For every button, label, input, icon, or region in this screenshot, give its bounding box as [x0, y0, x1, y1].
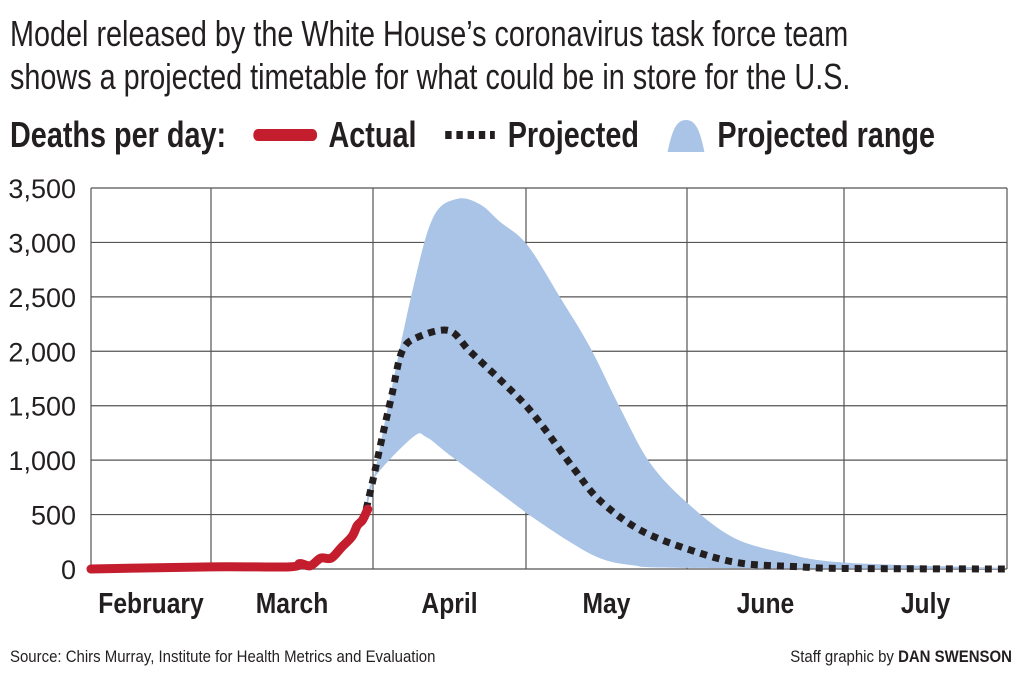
- credit-note: Staff graphic by DAN SWENSON: [790, 647, 1012, 667]
- legend: Deaths per day: Actual Projected Project…: [10, 115, 962, 155]
- x-tick-label: April: [421, 587, 477, 619]
- projected-range-band: [366, 198, 1005, 569]
- legend-actual-label: Actual: [328, 114, 417, 155]
- range-swatch-icon: [667, 120, 705, 152]
- y-tick-label: 2,500: [8, 283, 76, 313]
- y-tick-label: 3,500: [8, 174, 76, 204]
- y-tick-label: 0: [61, 555, 76, 585]
- y-tick-label: 500: [31, 501, 76, 531]
- legend-label: Deaths per day:: [10, 114, 227, 155]
- projected-line: [362, 326, 1005, 573]
- actual-line: [86, 504, 373, 574]
- actual-swatch-icon: [253, 129, 318, 141]
- x-tick-label: July: [901, 587, 950, 619]
- x-tick-label: February: [98, 587, 203, 619]
- credit-prefix: Staff graphic by: [790, 647, 899, 666]
- title-line-1: Model released by the White House’s coro…: [10, 13, 849, 54]
- x-tick-label: June: [737, 587, 795, 619]
- legend-actual: Actual: [253, 114, 417, 155]
- y-tick-label: 2,000: [8, 337, 76, 367]
- source-note: Source: Chirs Murray, Institute for Heal…: [10, 647, 436, 666]
- x-tick-label: May: [583, 587, 631, 619]
- legend-projected-label: Projected: [507, 114, 639, 155]
- chart-title: Model released by the White House’s coro…: [10, 12, 850, 98]
- legend-projected: Projected: [444, 115, 639, 155]
- credit-name: DAN SWENSON: [898, 647, 1012, 666]
- y-tick-label: 1,500: [8, 392, 76, 422]
- projected-swatch-icon: [445, 131, 495, 139]
- legend-range: Projected range: [666, 115, 935, 155]
- title-line-2: shows a projected timetable for what cou…: [10, 56, 851, 97]
- legend-range-label: Projected range: [717, 114, 936, 155]
- x-tick-label: March: [256, 587, 329, 619]
- y-tick-label: 1,000: [8, 446, 76, 476]
- y-tick-label: 3,000: [8, 228, 76, 258]
